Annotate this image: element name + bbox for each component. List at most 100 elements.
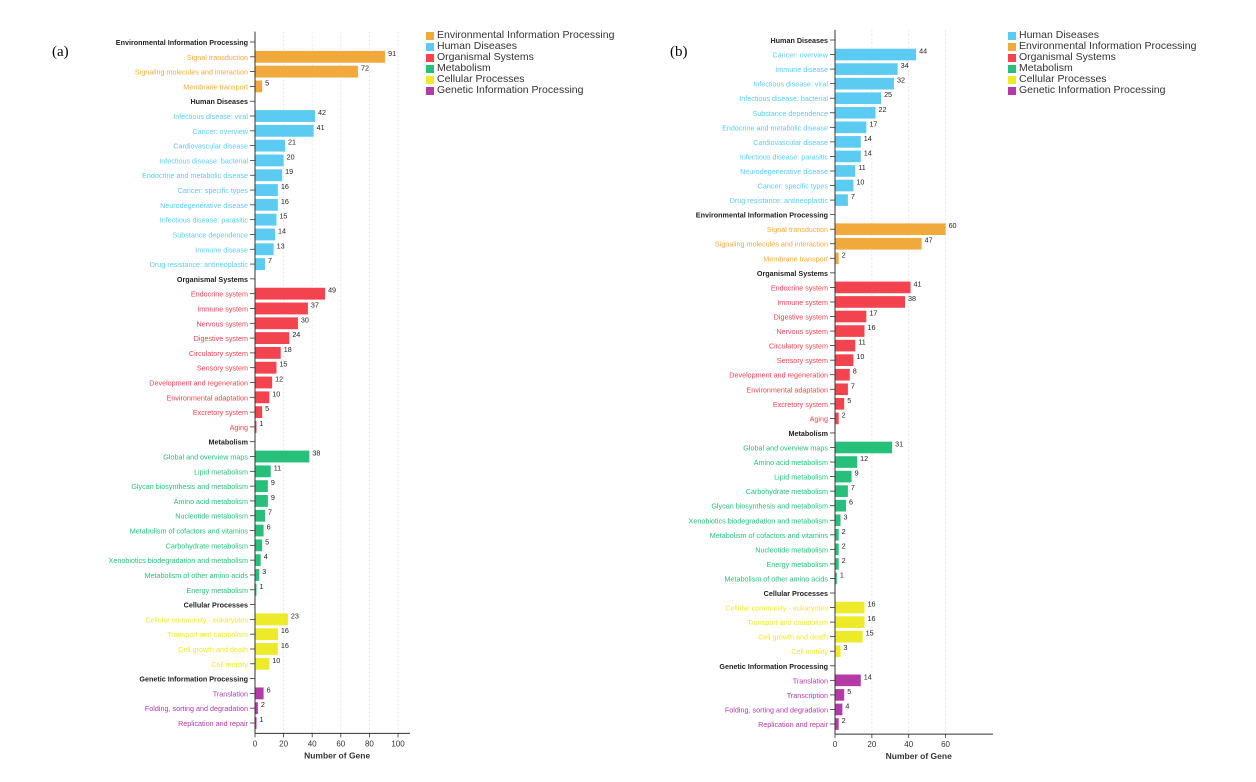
bar-label-cell-motility: Cell motility <box>211 660 248 669</box>
bar-value-excretory-system: 5 <box>265 404 269 413</box>
bar-label-cellular-community-eukaryotes: Cellular community - eukaryotes <box>725 604 828 613</box>
bar-label-environmental-adaptation: Environmental adaptation <box>166 393 248 402</box>
bar-label-nervous-system: Nervous system <box>196 319 248 328</box>
x-tick-label: 0 <box>833 740 838 749</box>
bar-label-transport-and-catabolism: Transport and catabolism <box>747 618 828 627</box>
bar-folding-sorting-and-degradation <box>835 703 843 716</box>
bar-signaling-molecules-and-interaction <box>255 65 358 78</box>
legend-label: Metabolism <box>437 62 491 74</box>
bar-label-infectious-disease-bacterial: Infectious disease: bacterial <box>739 94 828 103</box>
bar-value-digestive-system: 17 <box>869 309 877 318</box>
bar-label-metabolism-of-other-amino-acids: Metabolism of other amino acids <box>725 574 829 583</box>
bar-value-infectious-disease-bacterial: 20 <box>287 152 295 161</box>
bar-value-folding-sorting-and-degradation: 2 <box>261 700 265 709</box>
bar-value-amino-acid-metabolism: 9 <box>271 493 275 502</box>
category-header: Organismal Systems <box>177 275 248 284</box>
bar-label-metabolism-of-cofactors-and-vitamins: Metabolism of cofactors and vitamins <box>130 527 249 536</box>
legend-label: Cellular Processes <box>437 73 525 85</box>
bar-value-replication-and-repair: 2 <box>842 716 846 725</box>
bar-value-aging: 1 <box>260 419 264 428</box>
bar-immune-system <box>255 302 308 315</box>
bar-label-signal-transduction: Signal transduction <box>767 225 828 234</box>
legend-swatch <box>426 31 434 40</box>
bar-circulatory-system <box>835 339 856 352</box>
bar-value-immune-disease: 13 <box>277 241 285 250</box>
legend-label: Environmental Information Processing <box>1019 40 1197 52</box>
bar-value-replication-and-repair: 1 <box>260 715 264 724</box>
bar-value-immune-system: 37 <box>311 300 319 309</box>
legend-item-cellular-processes: Cellular Processes <box>1008 74 1196 85</box>
bar-nervous-system <box>835 325 865 337</box>
bar-value-infectious-disease-viral: 32 <box>897 76 905 85</box>
bar-lipid-metabolism <box>255 465 271 478</box>
bar-value-transcription: 5 <box>847 687 851 696</box>
bar-label-neurodegenerative-disease: Neurodegenerative disease <box>740 167 828 176</box>
bar-label-cell-growth-and-death: Cell growth and death <box>758 633 828 642</box>
bar-energy-metabolism <box>835 558 839 570</box>
bar-label-cancer-specific-types: Cancer: specific types <box>178 186 249 195</box>
bar-label-environmental-adaptation: Environmental adaptation <box>746 385 828 394</box>
legend-item-human-diseases: Human Diseases <box>426 41 614 52</box>
legend-label: Metabolism <box>1019 62 1073 74</box>
bar-label-immune-disease: Immune disease <box>195 245 248 254</box>
legend-swatch <box>1008 86 1016 95</box>
x-axis-label: Number of Gene <box>886 751 952 761</box>
bar-value-substance-dependence: 14 <box>278 226 286 235</box>
bar-label-sensory-system: Sensory system <box>777 356 828 365</box>
bar-digestive-system <box>255 332 290 345</box>
legend-label: Cellular Processes <box>1019 73 1107 85</box>
bar-infectious-disease-viral <box>835 77 894 90</box>
bar-label-drug-resistance-antineoplastic: Drug resistance: antineoplastic <box>730 196 829 205</box>
bar-digestive-system <box>835 310 867 323</box>
bar-infectious-disease-viral <box>255 110 316 122</box>
bar-value-lipid-metabolism: 11 <box>274 463 281 472</box>
bar-value-endocrine-system: 49 <box>328 286 336 295</box>
bar-value-digestive-system: 24 <box>292 330 300 339</box>
bar-cardiovascular-disease <box>255 139 286 152</box>
bar-cardiovascular-disease <box>835 136 861 148</box>
bar-label-endocrine-and-metabolic-disease: Endocrine and metabolic disease <box>722 123 828 132</box>
bar-value-metabolism-of-other-amino-acids: 3 <box>262 567 266 576</box>
bar-label-carbohydrate-metabolism: Carbohydrate metabolism <box>166 541 248 550</box>
bar-label-infectious-disease-viral: Infectious disease: viral <box>173 112 248 121</box>
bar-amino-acid-metabolism <box>835 456 858 468</box>
bar-value-translation: 6 <box>267 685 271 694</box>
bar-cell-motility <box>835 645 841 658</box>
bar-label-endocrine-and-metabolic-disease: Endocrine and metabolic disease <box>142 171 248 180</box>
legend-item-metabolism: Metabolism <box>426 63 614 74</box>
bar-label-metabolism-of-other-amino-acids: Metabolism of other amino acids <box>145 571 249 580</box>
bar-immune-disease <box>255 243 274 256</box>
bar-value-cancer-specific-types: 10 <box>856 178 864 187</box>
bar-cancer-overview <box>255 124 314 137</box>
bar-label-infectious-disease-parasitic: Infectious disease: parasitic <box>160 216 249 225</box>
bar-endocrine-and-metabolic-disease <box>835 121 867 134</box>
bar-value-cell-growth-and-death: 15 <box>866 629 874 638</box>
bar-label-transcription: Transcription <box>787 691 828 700</box>
bar-carbohydrate-metabolism <box>835 485 848 497</box>
bar-lipid-metabolism <box>835 470 852 483</box>
bar-transport-and-catabolism <box>835 616 865 628</box>
bar-translation <box>835 674 861 687</box>
panel-label-b: (b) <box>670 44 688 60</box>
legend-swatch <box>426 75 434 84</box>
bar-label-global-and-overview-maps: Global and overview maps <box>163 453 248 462</box>
bar-label-cancer-overview: Cancer: overview <box>192 127 248 136</box>
bar-label-nucleotide-metabolism: Nucleotide metabolism <box>755 545 828 554</box>
x-tick-label: 60 <box>336 739 345 748</box>
legend-item-environmental-information-processing: Environmental Information Processing <box>1008 41 1196 52</box>
legend-item-environmental-information-processing: Environmental Information Processing <box>426 30 614 41</box>
bar-value-cardiovascular-disease: 21 <box>288 138 296 147</box>
legend-item-genetic-information-processing: Genetic Information Processing <box>1008 85 1196 96</box>
bar-label-endocrine-system: Endocrine system <box>771 283 828 292</box>
bar-translation <box>255 687 264 700</box>
legend-swatch <box>426 42 434 51</box>
bar-label-digestive-system: Digestive system <box>194 334 248 343</box>
bar-label-aging: Aging <box>230 423 248 432</box>
bar-substance-dependence <box>835 106 876 119</box>
bar-value-neurodegenerative-disease: 16 <box>281 197 289 206</box>
bar-circulatory-system <box>255 346 281 359</box>
bar-metabolism-of-cofactors-and-vitamins <box>255 524 264 537</box>
category-header: Organismal Systems <box>757 269 828 278</box>
bar-label-endocrine-system: Endocrine system <box>191 290 248 299</box>
